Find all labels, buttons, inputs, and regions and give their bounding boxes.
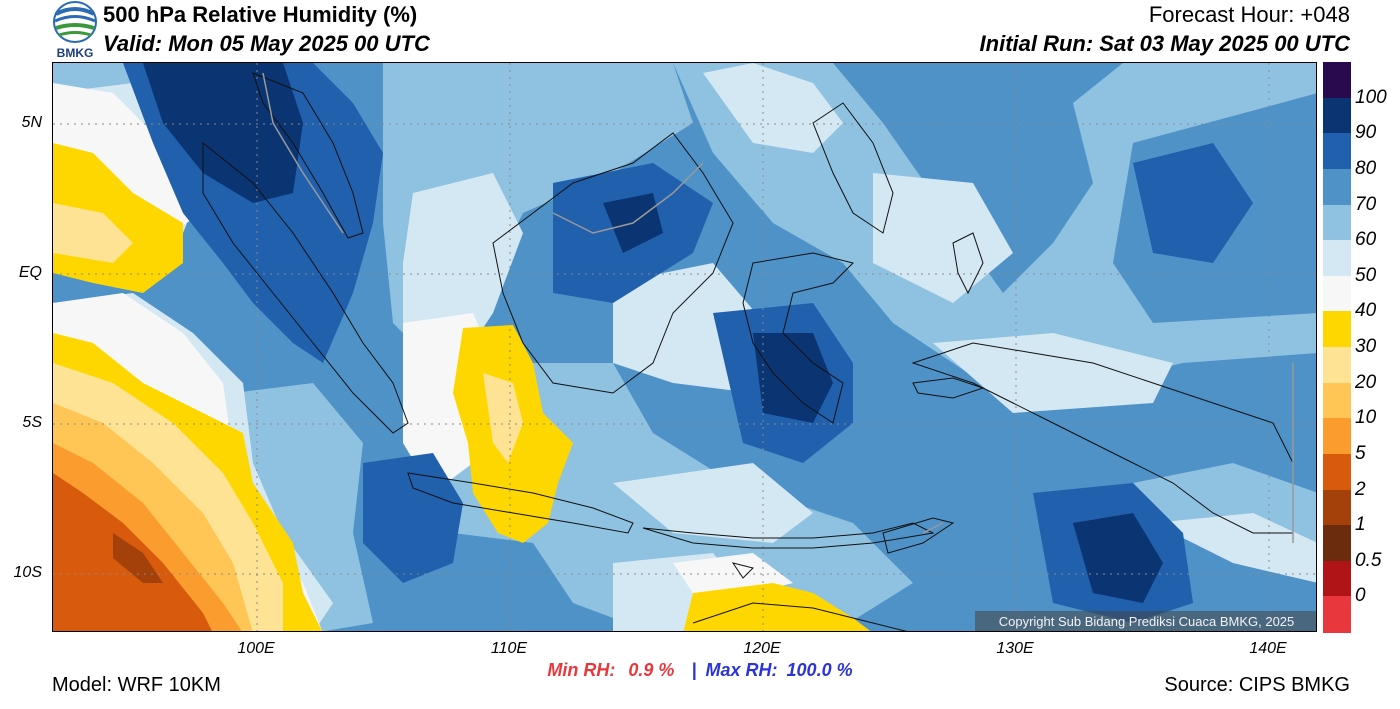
colorbar-swatch: [1323, 62, 1351, 99]
colorbar-label: 1: [1355, 514, 1366, 536]
colorbar-label: 70: [1355, 193, 1377, 215]
lat-label-5s: 5S: [22, 414, 42, 431]
model-name: Model: WRF 10KM: [52, 674, 221, 696]
lat-label-eq: EQ: [18, 264, 42, 281]
max-rh-value: 100.0 %: [786, 660, 853, 680]
lon-label-100e: 100E: [237, 640, 275, 657]
boundaries: [262, 72, 1294, 543]
colorbar-swatch: [1323, 97, 1351, 134]
stats-separator: |: [691, 660, 697, 680]
colorbar-swatch: [1323, 596, 1351, 633]
valid-time: Valid: Mon 05 May 2025 00 UTC: [103, 31, 430, 56]
lat-label-10s: 10S: [13, 564, 42, 581]
colorbar-label: 0.5: [1355, 549, 1382, 571]
lon-label-120e: 120E: [743, 640, 781, 657]
initial-run: Initial Run: Sat 03 May 2025 00 UTC: [979, 31, 1350, 56]
copyright-notice: Copyright Sub Bidang Prediksi Cuaca BMKG…: [975, 611, 1316, 631]
rh-stats: Min RH: 0.9 % | Max RH: 100.0 %: [0, 660, 1400, 681]
page-title: 500 hPa Relative Humidity (%): [103, 2, 418, 27]
bmkg-logo-icon: BMKG: [53, 1, 97, 60]
forecast-hour: Forecast Hour: +048: [1148, 2, 1350, 27]
colorbar-swatch: [1323, 489, 1351, 526]
colorbar-label: 40: [1355, 300, 1377, 322]
colorbar-label: 10: [1355, 407, 1377, 429]
colorbar-label: 100: [1355, 86, 1387, 108]
humidity-map: Copyright Sub Bidang Prediksi Cuaca BMKG…: [52, 62, 1317, 632]
colorbar-swatch: [1323, 347, 1351, 384]
colorbar-swatch: [1323, 204, 1351, 241]
colorbar-swatch: [1323, 240, 1351, 277]
colorbar-label: 0: [1355, 585, 1366, 607]
max-rh-label: Max RH:: [705, 660, 778, 680]
colorbar-label: 5: [1355, 442, 1366, 464]
colorbar-swatch: [1323, 560, 1351, 597]
colorbar-label: 30: [1355, 336, 1377, 357]
min-rh-label: Min RH:: [547, 660, 616, 680]
colorbar-label: 90: [1355, 122, 1377, 144]
colorbar-label: 80: [1355, 157, 1377, 179]
colorbar-swatch: [1323, 418, 1351, 455]
coastlines: [202, 72, 1294, 631]
lon-label-140e: 140E: [1249, 640, 1287, 657]
lon-label-130e: 130E: [996, 640, 1034, 657]
lat-label-5n: 5N: [21, 114, 42, 131]
colorbar-label: 2: [1355, 478, 1366, 500]
min-rh-value: 0.9 %: [628, 660, 675, 680]
colorbar-swatch: [1323, 382, 1351, 419]
bmkg-logo: BMKG: [52, 0, 98, 60]
colorbar-swatch: [1323, 453, 1351, 490]
colorbar-label: 60: [1355, 229, 1377, 251]
humidity-field: [53, 63, 1316, 631]
colorbar: [1323, 62, 1351, 633]
colorbar-label: 20: [1355, 371, 1377, 393]
colorbar-swatch: [1323, 311, 1351, 348]
logo-text: BMKG: [57, 46, 94, 60]
colorbar-swatch: [1323, 168, 1351, 205]
graticule: [53, 63, 1316, 631]
colorbar-swatch: [1323, 275, 1351, 312]
colorbar-label: 50: [1355, 264, 1377, 286]
colorbar-swatch: [1323, 525, 1351, 562]
colorbar-swatch: [1323, 133, 1351, 170]
data-source: Source: CIPS BMKG: [1164, 674, 1350, 696]
lon-label-110e: 110E: [490, 640, 528, 657]
